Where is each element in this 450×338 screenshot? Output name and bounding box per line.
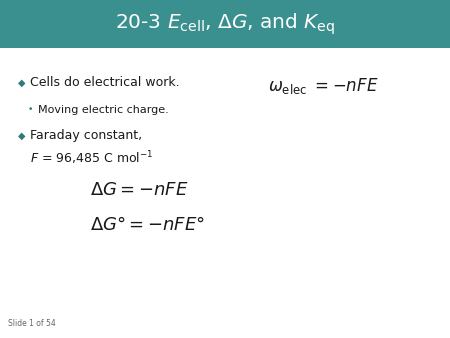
Text: ◆: ◆ [18,131,26,141]
Text: $\mathit{F}$ = 96,485 C mol$^{-1}$: $\mathit{F}$ = 96,485 C mol$^{-1}$ [30,149,153,167]
Text: Cells do electrical work.: Cells do electrical work. [30,76,180,90]
FancyBboxPatch shape [0,0,450,48]
Text: 20-3 $\mathit{E}_{\rm cell}$, $\Delta G$, and $\mathit{K}_{\rm eq}$: 20-3 $\mathit{E}_{\rm cell}$, $\Delta G$… [115,11,335,37]
Text: Slide 1 of 54: Slide 1 of 54 [8,319,56,328]
Text: $\omega_{\rm elec}$ $= \mathit{-nFE}$: $\omega_{\rm elec}$ $= \mathit{-nFE}$ [268,76,378,96]
Text: ◆: ◆ [18,78,26,88]
Text: •: • [28,105,33,115]
Text: Moving electric charge.: Moving electric charge. [38,105,169,115]
Text: Faraday constant,: Faraday constant, [30,129,142,143]
Text: $\Delta G°= \mathit{-nFE°}$: $\Delta G°= \mathit{-nFE°}$ [90,216,205,234]
Text: $\Delta G = \mathit{-nFE}$: $\Delta G = \mathit{-nFE}$ [90,181,189,199]
